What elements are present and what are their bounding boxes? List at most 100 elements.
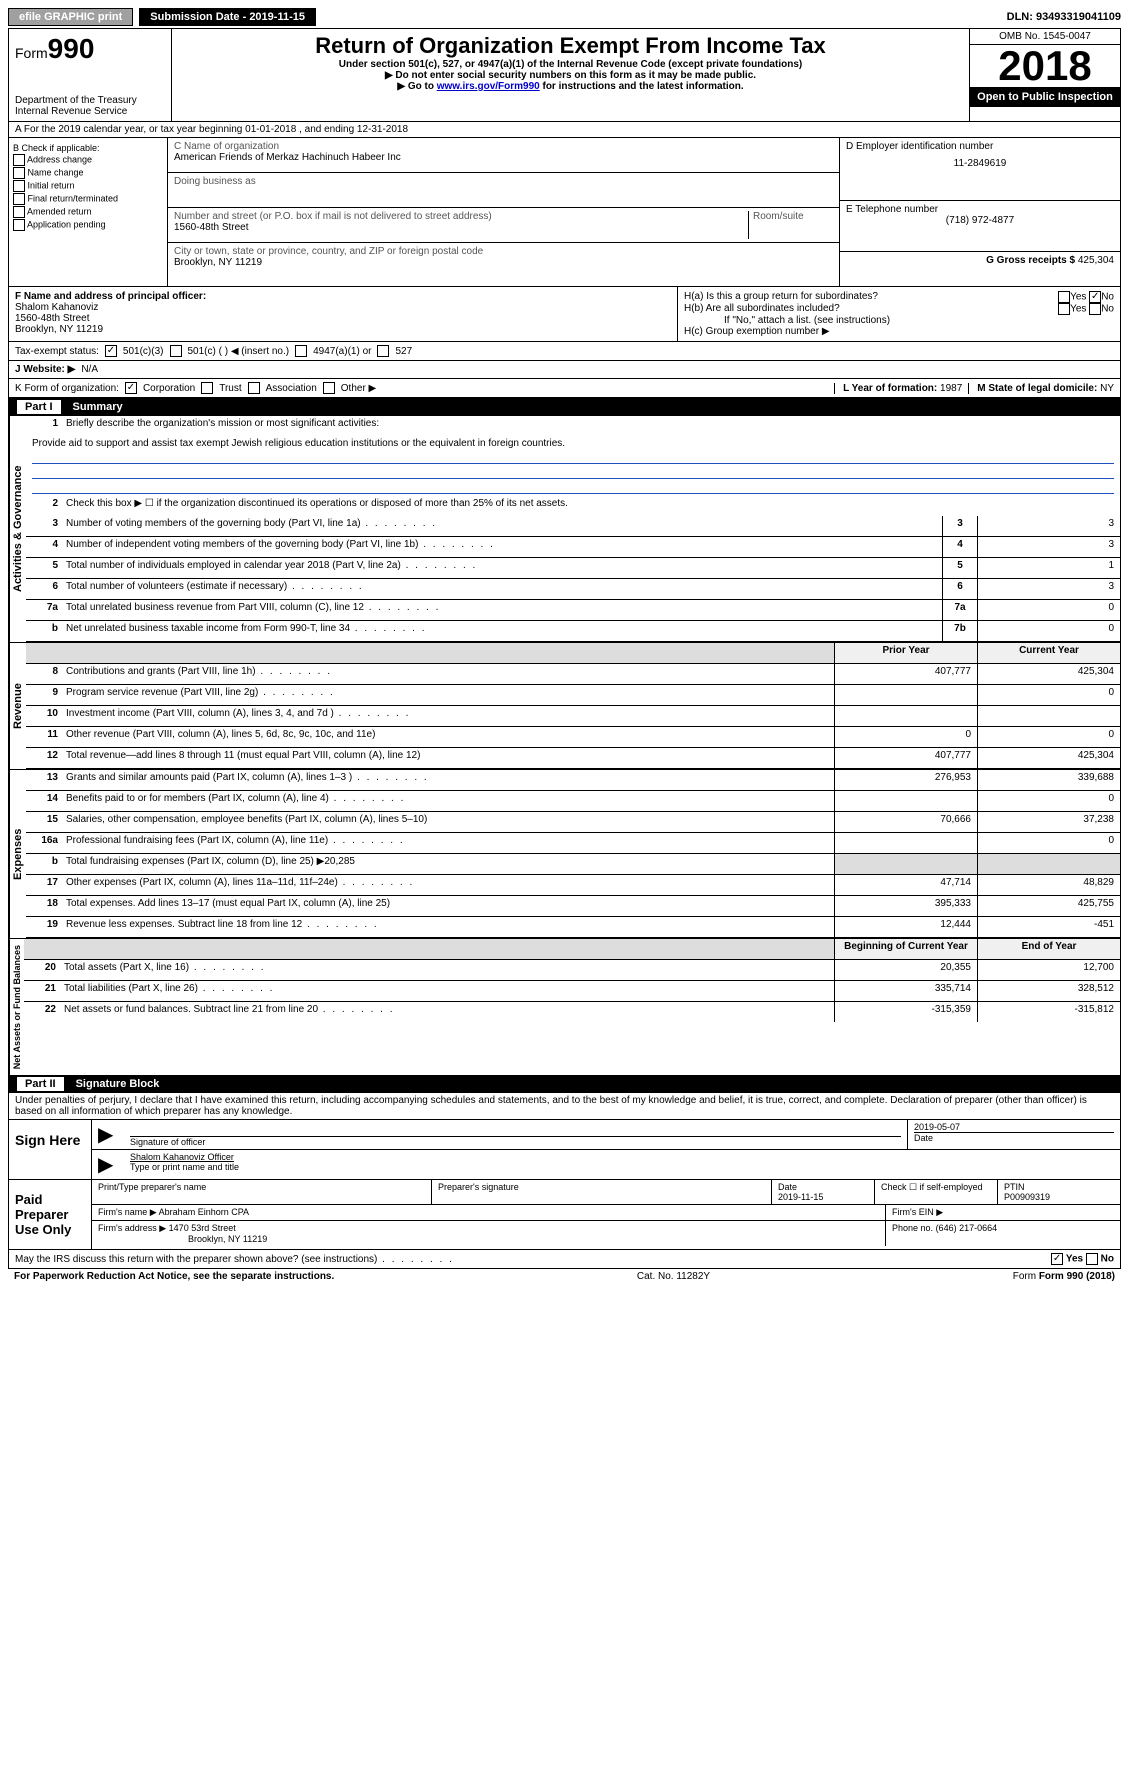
part1-title: Summary <box>73 401 123 413</box>
c13: 339,688 <box>977 770 1120 790</box>
checkbox-501c[interactable] <box>170 345 182 357</box>
current-year-head: Current Year <box>977 643 1120 663</box>
prep-phone-label: Phone no. <box>892 1223 933 1233</box>
checkbox-hb-yes[interactable] <box>1058 303 1070 315</box>
city-label: City or town, state or province, country… <box>174 246 833 257</box>
col-de: D Employer identification number 11-2849… <box>839 138 1120 286</box>
line16b-pre: Total fundraising expenses (Part IX, col… <box>66 856 324 867</box>
website-label: J Website: ▶ <box>15 364 75 375</box>
line3: Number of voting members of the governin… <box>62 516 942 536</box>
sig-date: 2019-05-07 <box>914 1122 1114 1132</box>
preparer-sig-label: Preparer's signature <box>432 1180 772 1204</box>
part1-header: Part I Summary <box>9 398 1120 416</box>
sig-name-label: Type or print name and title <box>130 1162 1114 1172</box>
perjury-text: Under penalties of perjury, I declare th… <box>9 1093 1120 1120</box>
checkbox-corp[interactable] <box>125 382 137 394</box>
checkbox-name-change[interactable] <box>13 167 25 179</box>
hb-no: No <box>1101 304 1114 315</box>
discuss-no: No <box>1101 1254 1114 1265</box>
domicile-label: M State of legal domicile: <box>977 383 1097 394</box>
form-prefix: Form <box>15 45 48 61</box>
checkbox-hb-no[interactable] <box>1089 303 1101 315</box>
dept-text: Department of the Treasury Internal Reve… <box>15 95 165 117</box>
opt-other: Other ▶ <box>341 383 376 394</box>
officer-addr2: Brooklyn, NY 11219 <box>15 324 671 335</box>
form-container: Form990 Department of the Treasury Inter… <box>8 28 1121 1269</box>
line8: Contributions and grants (Part VIII, lin… <box>62 664 834 684</box>
phone-value: (718) 972-4877 <box>846 215 1114 226</box>
c21: 328,512 <box>977 981 1120 1001</box>
checkbox-discuss-yes[interactable] <box>1051 1253 1063 1265</box>
p22: -315,359 <box>834 1002 977 1022</box>
line9: Program service revenue (Part VIII, line… <box>62 685 834 705</box>
tab-net-assets: Net Assets or Fund Balances <box>9 939 24 1075</box>
line16b-val: 20,285 <box>324 856 355 867</box>
tab-expenses: Expenses <box>9 770 26 938</box>
val7b: 0 <box>977 621 1120 641</box>
label-application-pending: Application pending <box>27 219 106 229</box>
p21: 335,714 <box>834 981 977 1001</box>
line15: Salaries, other compensation, employee b… <box>62 812 834 832</box>
checkbox-discuss-no[interactable] <box>1086 1253 1098 1265</box>
val3: 3 <box>977 516 1120 536</box>
hb-label: H(b) Are all subordinates included? <box>684 303 840 315</box>
checkbox-4947[interactable] <box>295 345 307 357</box>
hc-label: H(c) Group exemption number ▶ <box>684 326 1114 337</box>
checkbox-ha-yes[interactable] <box>1058 291 1070 303</box>
year-formation: 1987 <box>940 383 962 394</box>
officer-addr1: 1560-48th Street <box>15 313 671 324</box>
checkbox-final-return[interactable] <box>13 193 25 205</box>
checkbox-ha-no[interactable] <box>1089 291 1101 303</box>
opt-4947: 4947(a)(1) or <box>313 346 371 357</box>
gross-value: 425,304 <box>1078 255 1114 266</box>
sig-date-label: Date <box>914 1132 1114 1143</box>
opt-assoc: Association <box>266 383 317 394</box>
tab-governance: Activities & Governance <box>9 416 26 642</box>
val4: 3 <box>977 537 1120 557</box>
val6: 3 <box>977 579 1120 599</box>
line14: Benefits paid to or for members (Part IX… <box>62 791 834 811</box>
ptin-value: P00909319 <box>1004 1192 1050 1202</box>
opt-trust: Trust <box>219 383 241 394</box>
line5: Total number of individuals employed in … <box>62 558 942 578</box>
label-name-change: Name change <box>28 167 84 177</box>
discuss-text: May the IRS discuss this return with the… <box>15 1254 454 1265</box>
sign-here-label: Sign Here <box>9 1120 92 1179</box>
val7a: 0 <box>977 600 1120 620</box>
line19: Revenue less expenses. Subtract line 18 … <box>62 917 834 937</box>
org-city: Brooklyn, NY 11219 <box>174 257 833 268</box>
footer-right-pre: Form <box>1013 1271 1039 1282</box>
ein-value: 11-2849619 <box>846 158 1114 169</box>
checkbox-application-pending[interactable] <box>13 219 25 231</box>
efile-button[interactable]: efile GRAPHIC print <box>8 8 133 26</box>
p20: 20,355 <box>834 960 977 980</box>
checkbox-address-change[interactable] <box>13 154 25 166</box>
checkbox-501c3[interactable] <box>105 345 117 357</box>
mission-rule <box>32 464 1114 479</box>
p11: 0 <box>834 727 977 747</box>
checkbox-amended[interactable] <box>13 206 25 218</box>
col-f: F Name and address of principal officer:… <box>9 287 677 341</box>
line21: Total liabilities (Part X, line 26) <box>60 981 834 1001</box>
line11: Other revenue (Part VIII, column (A), li… <box>62 727 834 747</box>
submission-date-button[interactable]: Submission Date - 2019-11-15 <box>139 8 316 26</box>
ha-no: No <box>1101 292 1114 303</box>
begin-year-head: Beginning of Current Year <box>834 939 977 959</box>
checkbox-initial-return[interactable] <box>13 180 25 192</box>
c18: 425,755 <box>977 896 1120 916</box>
checkbox-527[interactable] <box>377 345 389 357</box>
irs-link[interactable]: www.irs.gov/Form990 <box>437 81 540 92</box>
c15: 37,238 <box>977 812 1120 832</box>
addr-label: Number and street (or P.O. box if mail i… <box>174 211 748 222</box>
c17: 48,829 <box>977 875 1120 895</box>
firm-addr1: 1470 53rd Street <box>169 1223 236 1233</box>
mission-rule <box>32 479 1114 494</box>
label-initial-return: Initial return <box>28 180 75 190</box>
part1-label: Part I <box>17 400 61 414</box>
checkbox-other[interactable] <box>323 382 335 394</box>
domicile-value: NY <box>1100 383 1114 394</box>
prep-date: 2019-11-15 <box>778 1192 823 1202</box>
col-c: C Name of organization American Friends … <box>168 138 839 286</box>
checkbox-assoc[interactable] <box>248 382 260 394</box>
checkbox-trust[interactable] <box>201 382 213 394</box>
